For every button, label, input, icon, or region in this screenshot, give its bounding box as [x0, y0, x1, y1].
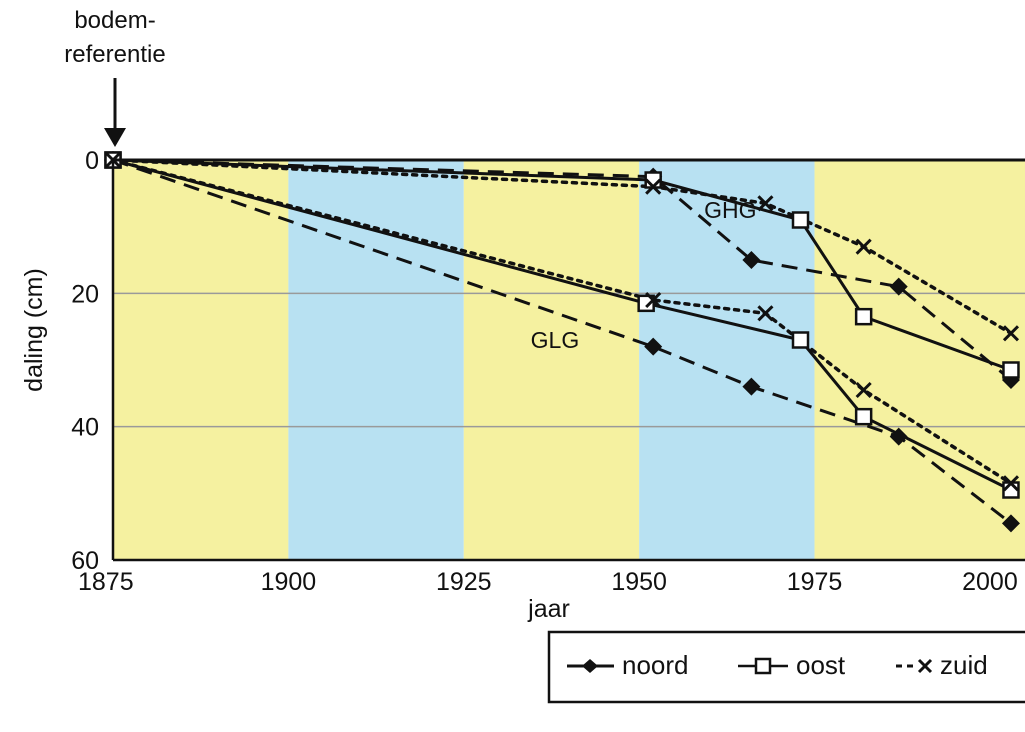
- x-axis-title: jaar: [527, 595, 570, 623]
- data-point-glg-zuid: [1002, 475, 1020, 492]
- data-point-glg-zuid: [645, 291, 662, 309]
- data-point-ghg-zuid: [757, 195, 774, 212]
- data-point-ghg-zuid: [645, 178, 662, 195]
- data-point-glg-zuid: [757, 305, 774, 322]
- ghg-group-label: GHG: [704, 197, 756, 223]
- legend-item-zuid: zuid: [896, 650, 988, 680]
- annotation-line-2: referentie: [64, 41, 165, 68]
- data-point-glg-oost: [854, 407, 873, 426]
- data-point-ghg-noord: [742, 251, 761, 269]
- legend-item-noord: noord: [567, 650, 689, 680]
- data-point-glg-noord: [1001, 514, 1020, 533]
- background-band: [814, 160, 1025, 560]
- square-marker-icon: [754, 657, 772, 675]
- x-tick-label: 1950: [611, 568, 667, 596]
- x-axis-tick-labels: 1875 1900 1925 1950 1975 2000: [78, 568, 1018, 596]
- legend-label-noord: noord: [622, 650, 689, 680]
- legend-box: [547, 630, 1025, 704]
- data-point-glg-zuid: [855, 381, 872, 399]
- legend-item-oost: oost: [738, 650, 846, 680]
- background-bands: [113, 160, 1025, 560]
- x-tick-label: 1875: [78, 568, 134, 596]
- data-point-glg-noord: [742, 377, 761, 396]
- down-arrow-icon: [104, 78, 126, 147]
- y-tick-label: 60: [71, 547, 99, 575]
- data-point-ghg-zuid: [855, 238, 872, 255]
- legend: noord oost zuid: [547, 630, 1025, 704]
- background-band: [639, 160, 815, 560]
- x-tick-label: 2000: [962, 568, 1018, 596]
- data-point-ghg-noord: [889, 277, 908, 296]
- background-band: [463, 160, 640, 560]
- x-tick-label: 1925: [436, 568, 492, 596]
- data-point-glg-oost: [637, 294, 655, 313]
- y-axis-tick-labels: 0 20 40 60: [71, 147, 99, 575]
- series-line-ghg-noord: [113, 160, 1012, 382]
- legend-label-oost: oost: [796, 650, 846, 680]
- data-point-ghg-oost: [791, 211, 810, 229]
- y-tick-label: 0: [85, 147, 99, 175]
- background-band: [113, 160, 289, 560]
- data-point-ghg-oost: [854, 307, 873, 326]
- y-tick-label: 20: [71, 280, 99, 308]
- x-tick-label: 1900: [261, 568, 317, 596]
- x-marker-icon: [917, 658, 933, 674]
- glg-group-label: GLG: [531, 327, 580, 353]
- y-tick-label: 40: [71, 414, 99, 442]
- plot-frame: [111, 158, 1025, 562]
- data-point-glg-noord: [889, 427, 908, 446]
- diamond-marker-icon: [582, 659, 598, 673]
- annotation-line-1: bodem-: [74, 7, 155, 34]
- legend-label-zuid: zuid: [940, 650, 988, 680]
- data-point-glg-oost: [791, 331, 810, 349]
- y-axis-title: daling (cm): [20, 268, 48, 392]
- data-point-ghg-zuid: [1002, 325, 1020, 342]
- data-point-glg-noord: [644, 337, 663, 356]
- background-band: [288, 160, 464, 560]
- series-markers: [104, 151, 1020, 533]
- x-tick-label: 1975: [787, 568, 843, 596]
- data-point-ghg-oost: [1002, 361, 1020, 379]
